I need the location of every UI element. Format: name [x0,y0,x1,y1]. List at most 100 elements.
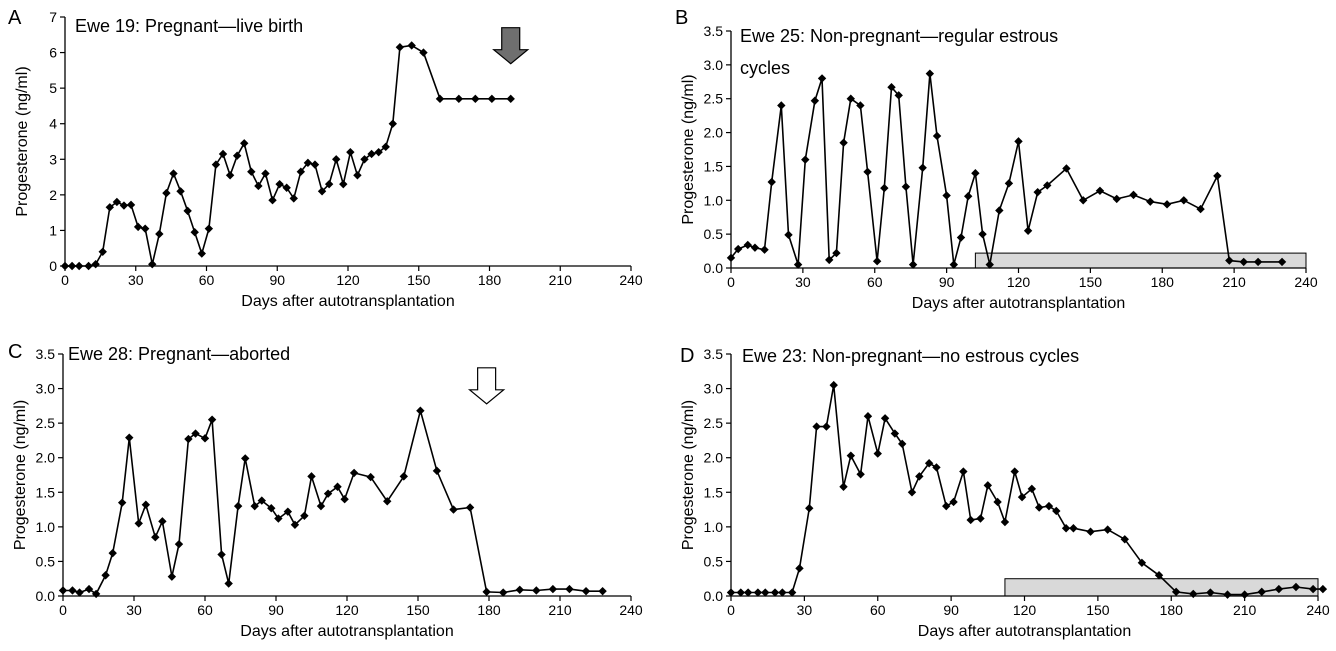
data-point [274,514,283,523]
x-tick-label: 60 [199,272,215,288]
data-point [316,501,326,511]
data-point [846,94,855,103]
data-point [726,588,736,597]
data-point [169,169,178,178]
data-point [254,181,263,191]
x-tick-label: 180 [478,272,502,288]
chart-panel-a: 0 30 60 90 120 150 180 210 240 0 1 2 3 4 5 6 7 Days after… [8,7,643,310]
data-point [976,514,985,523]
y-tick-label: 0.0 [704,260,724,276]
y-tick-label: 7 [49,9,57,25]
data-point [207,415,217,424]
data-point [332,155,341,164]
x-tick-label: 30 [795,274,811,290]
y-axis-title: Progesterone (ng/ml) [680,74,697,224]
data-point [105,203,115,212]
data-point [873,449,882,458]
data-point [183,206,192,216]
data-point [1146,197,1155,206]
data-point [901,182,911,191]
data-point [419,48,428,57]
data-point [993,497,1002,507]
data-point [1277,257,1287,267]
y-tick-label: 0.5 [36,553,56,569]
x-axis-title: Days after autotransplantation [241,293,454,310]
data-point [1004,179,1014,188]
data-point [978,229,987,239]
x-tick-label: 240 [619,602,643,618]
data-point [832,248,841,258]
data-point [68,586,77,595]
data-point [1027,484,1037,494]
data-point [323,489,333,498]
data-point [770,588,780,597]
data-point [598,586,607,596]
data-point [91,589,101,599]
y-tick-label: 5 [49,80,57,96]
data-point [162,188,171,198]
data-point [1137,558,1147,568]
data-point [282,183,291,192]
y-tick-label: 1.0 [36,519,56,535]
data-point [932,131,942,141]
data-point [247,167,256,176]
data-point [1213,171,1222,181]
panel-title-line: Ewe 25: Non-pregnant—regular estrous [740,26,1058,46]
data-point [317,187,327,196]
data-point [805,503,814,513]
data-point [340,495,349,504]
data-point [898,439,907,449]
data-point [581,586,591,596]
x-tick-label: 0 [61,272,69,288]
data-point [432,466,442,476]
panel-title: Ewe 28: Pregnant—aborted [68,344,290,364]
y-tick-label: 2.0 [704,125,724,141]
data-point [204,224,214,233]
data-point [91,260,100,269]
data-point [908,260,918,269]
data-point [810,96,820,105]
x-axis-title: Days after autotransplantation [918,623,1131,640]
data-point [1225,256,1234,265]
x-tick-label: 30 [126,602,142,618]
y-tick-label: 1 [49,222,57,238]
data-point [1078,196,1088,205]
data-point [880,183,889,193]
y-tick-label: 2.5 [36,415,56,431]
data-point [1291,582,1301,592]
data-point [846,451,856,460]
data-point [112,197,122,207]
data-point [787,588,797,597]
data-point [515,585,524,594]
x-tick-label: 150 [406,602,430,618]
data-point [1120,535,1129,544]
data-point [829,380,838,390]
data-point [817,74,827,83]
data-point [1196,204,1205,214]
data-point [733,244,743,254]
y-tick-label: 0 [49,258,57,274]
data-point [67,261,77,271]
data-point [863,412,873,421]
data-point [1189,589,1198,599]
x-tick-label: 90 [939,274,955,290]
shaded-range [1004,578,1319,597]
data-point [134,519,143,528]
data-point [141,500,151,509]
data-point [880,414,890,423]
data-point [532,586,541,595]
data-point [942,501,951,511]
data-point [795,564,804,573]
data-point [856,101,865,110]
chart-panel-b: 0 30 60 90 120 150 180 210 240 0.0 0.5 1.0 1.5 2.0 2.5… [675,7,1318,312]
data-point [339,179,348,189]
panel-letter: C [8,341,22,363]
data-point [158,517,167,526]
x-tick-label: 30 [128,272,144,288]
panel-letter: D [680,345,694,367]
data-point [267,503,276,513]
data-point [784,230,793,240]
data-point [726,253,736,263]
data-point [1223,590,1232,599]
x-axis-title: Days after autotransplantation [912,295,1125,312]
